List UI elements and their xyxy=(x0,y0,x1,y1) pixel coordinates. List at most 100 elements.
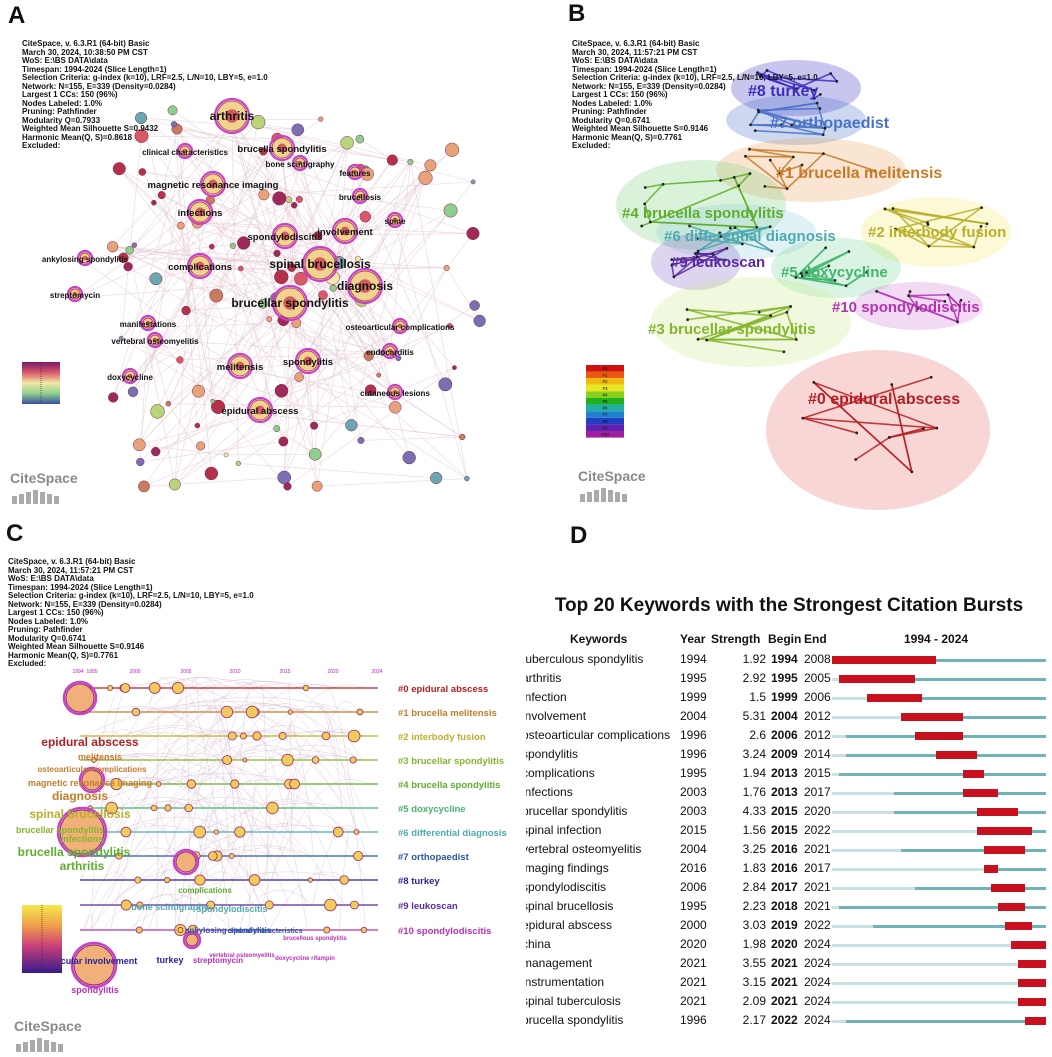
burst-timeline-pre xyxy=(832,697,867,700)
burst-timeline xyxy=(866,697,1046,700)
keyword-label: spondylitis xyxy=(283,357,333,368)
timeline-node-label: vertebral osteomyelitis xyxy=(209,953,275,959)
network-node xyxy=(258,189,270,201)
timeline-link xyxy=(267,744,362,761)
keyword-label: streptomycin xyxy=(50,291,100,300)
timeline-link xyxy=(147,677,172,713)
network-edge xyxy=(139,343,156,445)
run-info-line: CiteSpace, v. 6.3.R1 (64-bit) Basic xyxy=(8,557,136,566)
timeline-node-label: osteoarticular involvement xyxy=(23,956,138,966)
burst-strength: 2.17 xyxy=(742,1013,766,1027)
network-edge xyxy=(143,173,368,487)
timeline-node-label: complications xyxy=(178,886,232,895)
timeline-year-tick: 2005 xyxy=(180,669,191,675)
timeline-node xyxy=(240,732,247,740)
network-edge xyxy=(317,478,467,487)
network-edge xyxy=(314,295,324,455)
burst-strength: 1.98 xyxy=(742,937,766,951)
keyword-node-core xyxy=(182,148,188,154)
burst-end: 2005 xyxy=(804,671,831,685)
cluster-links xyxy=(670,247,729,279)
network-edge xyxy=(154,138,278,345)
panel-a-label: A xyxy=(8,2,26,29)
keyword-label: spondylodiscitis xyxy=(248,232,323,243)
network-edge xyxy=(235,120,431,166)
network-node xyxy=(469,300,480,311)
burst-timeline xyxy=(901,849,1046,852)
timeline-hub-ring xyxy=(182,930,202,950)
cluster-node xyxy=(844,284,848,288)
timeline-node xyxy=(245,705,259,719)
timeline-node xyxy=(227,731,237,741)
network-node xyxy=(135,111,148,125)
keyword-node-core xyxy=(297,160,303,166)
network-node xyxy=(138,480,150,493)
keyword-label: manifestations xyxy=(120,320,177,329)
network-node xyxy=(318,290,328,300)
panel-b-label: B xyxy=(568,0,586,27)
cluster-node xyxy=(748,172,752,175)
network-edge xyxy=(314,389,371,455)
cluster-label: #7 orthopaedist xyxy=(770,115,890,132)
panel-c-run-info: CiteSpace, v. 6.3.R1 (64-bit) Basic March… xyxy=(8,557,254,669)
network-edge xyxy=(229,118,277,299)
burst-timeline-pre xyxy=(832,963,1019,966)
cluster-node xyxy=(780,123,783,127)
keyword-node-core xyxy=(225,109,239,123)
run-info-line: Largest 1 CCs: 150 (96%) xyxy=(572,90,668,99)
burst-end: 2012 xyxy=(804,709,831,723)
network-edge xyxy=(197,198,280,426)
cluster-node xyxy=(854,458,858,461)
cluster-node xyxy=(865,270,869,274)
run-info-line: Excluded: xyxy=(8,659,47,668)
cluster-node xyxy=(873,169,877,173)
timeline-node-label: brucella spondylitis xyxy=(18,845,131,859)
cluster-label: #0 epidural abscess xyxy=(808,391,960,408)
cluster-node xyxy=(883,207,887,211)
network-edge xyxy=(112,246,447,269)
timeline-node xyxy=(155,781,162,787)
timeline-cluster-label: #5 doxycycline xyxy=(398,804,466,815)
burst-year: 2006 xyxy=(680,880,707,894)
cluster-node xyxy=(833,279,837,282)
network-edge xyxy=(259,413,463,438)
timeline-link xyxy=(222,706,337,809)
cluster-node xyxy=(768,158,772,162)
timeline-node xyxy=(360,926,368,934)
burst-timeline xyxy=(983,868,1046,871)
cluster-links xyxy=(749,101,827,137)
network-edge xyxy=(173,123,300,200)
keyword-node-core xyxy=(340,226,350,236)
cluster-node xyxy=(748,147,751,151)
timeline-link xyxy=(271,801,336,881)
network-node xyxy=(310,421,319,430)
network-node xyxy=(340,136,354,150)
network-node xyxy=(259,147,268,156)
timeline-node xyxy=(302,684,310,692)
keyword-node-core xyxy=(255,405,265,415)
timeline-node xyxy=(252,731,262,741)
cluster-node xyxy=(921,427,925,431)
network-edge xyxy=(161,128,178,196)
timeline-link xyxy=(225,755,331,906)
burst-begin: 2020 xyxy=(771,937,798,951)
network-edge xyxy=(112,246,311,271)
cluster-node xyxy=(818,107,822,110)
timeline-link xyxy=(249,889,313,906)
network-node xyxy=(138,168,147,176)
network-node xyxy=(329,284,337,292)
network-edge xyxy=(354,175,446,385)
timeline-link xyxy=(204,683,230,857)
network-edge xyxy=(121,337,352,426)
network-node xyxy=(151,199,157,206)
timeline-link xyxy=(339,826,356,931)
keyword-label: brucellar spondylitis xyxy=(231,296,349,310)
run-info-line: CiteSpace, v. 6.3.R1 (64-bit) Basic xyxy=(572,39,700,48)
timeline-link xyxy=(177,732,231,931)
run-info-line: March 30, 2024, 11:57:21 PM CST xyxy=(8,565,134,575)
burst-timeline-pre xyxy=(832,716,902,719)
network-edge xyxy=(276,181,474,429)
keyword-node-core xyxy=(392,389,398,395)
run-info-line: Modularity Q=0.6741 xyxy=(572,115,651,125)
network-edge xyxy=(173,124,297,324)
